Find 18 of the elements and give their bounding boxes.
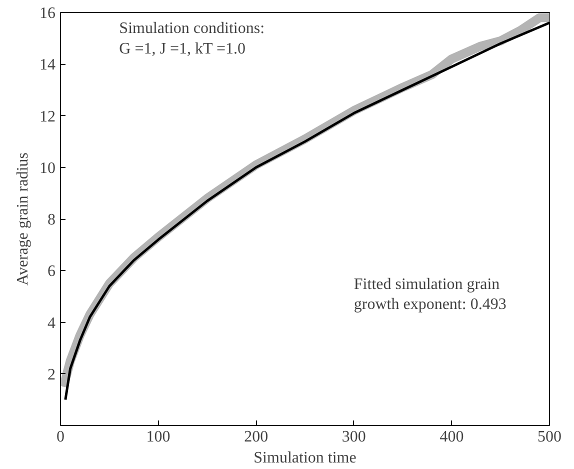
x-tick-label: 0 (56, 428, 64, 446)
y-tick-label: 2 (48, 366, 56, 384)
x-tick-label: 500 (538, 428, 562, 446)
y-axis-title: Average grain radius (14, 152, 32, 286)
x-tick-label: 400 (440, 428, 464, 446)
y-tick-label: 10 (40, 160, 56, 177)
y-tick-label: 12 (40, 108, 56, 126)
x-axis-title: Simulation time (254, 450, 356, 466)
y-tick-label: 6 (48, 263, 56, 280)
y-tick-label: 4 (48, 314, 56, 332)
y-tick-label: 8 (48, 212, 56, 228)
y-tick-label: 14 (40, 56, 56, 74)
annotation: Simulation conditions: G =1, J =1, kT =1.0 (119, 20, 265, 58)
y-tick-label: 16 (40, 5, 56, 22)
annotation: Fitted simulation grain growth exponent: 0.493 (354, 276, 506, 314)
x-tick-label: 300 (342, 428, 366, 446)
x-tick-label: 200 (244, 428, 268, 446)
x-tick-label: 100 (146, 428, 170, 446)
